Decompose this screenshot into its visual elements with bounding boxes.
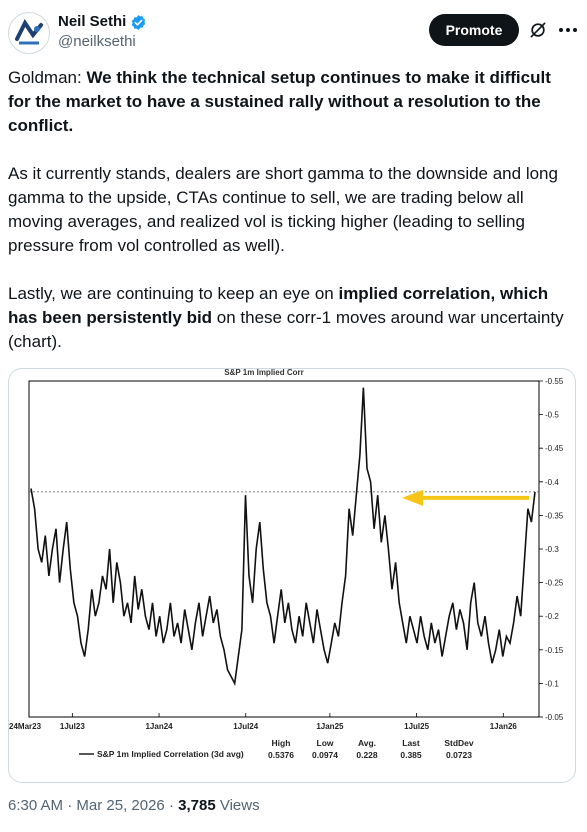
legend: S&P 1m Implied Correlation (3d avg) bbox=[79, 749, 244, 759]
y-tick-label: -0.35 bbox=[545, 511, 564, 520]
y-tick-label: -0.25 bbox=[545, 579, 564, 588]
tweet-p3-bold: implied correlation, which has been pers… bbox=[8, 284, 549, 327]
verified-badge-icon bbox=[132, 14, 146, 30]
y-tick-label: -0.1 bbox=[545, 679, 559, 688]
implied-corr-series-line bbox=[30, 387, 536, 687]
stat-label: Low bbox=[317, 738, 334, 748]
handle[interactable]: @neilksethi bbox=[58, 33, 136, 50]
tweet-date[interactable]: Mar 25, 2026 bbox=[76, 797, 165, 814]
avatar[interactable] bbox=[8, 12, 50, 54]
stats-table: High 0.5376 Low 0.0974 Avg. 0.228 Last 0.385 Std… bbox=[268, 738, 474, 760]
y-tick-label: -0.4 bbox=[545, 478, 559, 487]
yellow-arrow-annotation bbox=[402, 489, 529, 506]
x-axis: 24Mar23 1Jul23 1Jan24 1Jul24 1Jan25 1Jul25 1Ja… bbox=[9, 713, 517, 731]
y-tick-label: -0.3 bbox=[545, 545, 559, 554]
y-tick-label: -0.45 bbox=[545, 444, 564, 453]
stat-label: Avg. bbox=[358, 738, 376, 748]
grok-icon[interactable] bbox=[528, 20, 548, 40]
views-count[interactable]: 3,785 bbox=[178, 797, 216, 814]
implied-corr-chart: S&P 1m Implied Corr -0.55-0.5-0.45-0.4-0… bbox=[9, 369, 564, 760]
stat-label: Last bbox=[402, 738, 420, 748]
stat-value: 0.0974 bbox=[312, 750, 338, 760]
meta-separator: · bbox=[63, 797, 77, 814]
y-tick-label: -0.55 bbox=[545, 377, 564, 386]
meta-separator: · bbox=[164, 797, 179, 814]
x-tick-label: 24Mar23 bbox=[9, 722, 42, 731]
promote-button[interactable]: Promote bbox=[429, 14, 519, 46]
tweet-time[interactable]: 6:30 AM bbox=[8, 797, 64, 814]
chart-title: S&P 1m Implied Corr bbox=[224, 369, 303, 377]
y-tick-label: -0.05 bbox=[545, 713, 564, 722]
plot-frame bbox=[28, 380, 540, 718]
legend-series-name: S&P 1m Implied Correlation (3d avg) bbox=[97, 749, 244, 759]
stat-label: StdDev bbox=[444, 738, 474, 748]
stat-value: 0.385 bbox=[400, 750, 422, 760]
tweet-meta: 6:30 AM · Mar 25, 2026 · 3,785 Views bbox=[8, 796, 260, 816]
x-tick-label: 1Jul25 bbox=[404, 722, 429, 731]
arrow-head bbox=[402, 489, 423, 506]
author-block: Neil Sethi @neilksethi bbox=[58, 12, 147, 52]
tweet-p3-suffix: on these corr-1 moves around war uncerta… bbox=[8, 308, 564, 351]
tweet-paragraph-3: Lastly, we are continuing to keep an eye… bbox=[8, 282, 577, 354]
stat-value: 0.5376 bbox=[268, 750, 294, 760]
tweet-body: Goldman: We think the technical setup co… bbox=[8, 66, 577, 378]
y-tick-label: -0.2 bbox=[545, 612, 559, 621]
tweet-paragraph-1: Goldman: We think the technical setup co… bbox=[8, 66, 577, 138]
views-label: Views bbox=[215, 797, 260, 814]
x-tick-label: 1Jan26 bbox=[490, 722, 518, 731]
x-tick-label: 1Jul24 bbox=[233, 722, 258, 731]
x-tick-label: 1Jan25 bbox=[316, 722, 344, 731]
stat-value: 0.228 bbox=[356, 750, 378, 760]
y-tick-label: -0.15 bbox=[545, 646, 564, 655]
tweet-header: Neil Sethi @neilksethi Promote bbox=[8, 10, 579, 58]
x-tick-label: 1Jan24 bbox=[145, 722, 173, 731]
chart-image[interactable]: S&P 1m Implied Corr -0.55 -0.5 -0.45 -0.4 -0… bbox=[8, 368, 576, 783]
more-icon[interactable] bbox=[556, 18, 580, 42]
y-tick-label: -0.5 bbox=[545, 411, 559, 420]
sa-logo-avatar-icon bbox=[11, 15, 47, 51]
display-name[interactable]: Neil Sethi bbox=[58, 13, 127, 30]
tweet-p1-bold: We think the technical setup continues t… bbox=[8, 68, 551, 135]
y-axis: -0.55 -0.5 -0.45 -0.4 -0.35 -0.3 -0.25 -0.2 -0.1… bbox=[539, 377, 564, 722]
tweet-p3-prefix: Lastly, we are continuing to keep an eye… bbox=[8, 284, 339, 303]
stat-label: High bbox=[272, 738, 291, 748]
tweet-paragraph-2: As it currently stands, dealers are shor… bbox=[8, 164, 558, 255]
x-tick-label: 1Jul23 bbox=[60, 722, 85, 731]
tweet-p1-prefix: Goldman: bbox=[8, 68, 87, 87]
stat-value: 0.0723 bbox=[446, 750, 472, 760]
